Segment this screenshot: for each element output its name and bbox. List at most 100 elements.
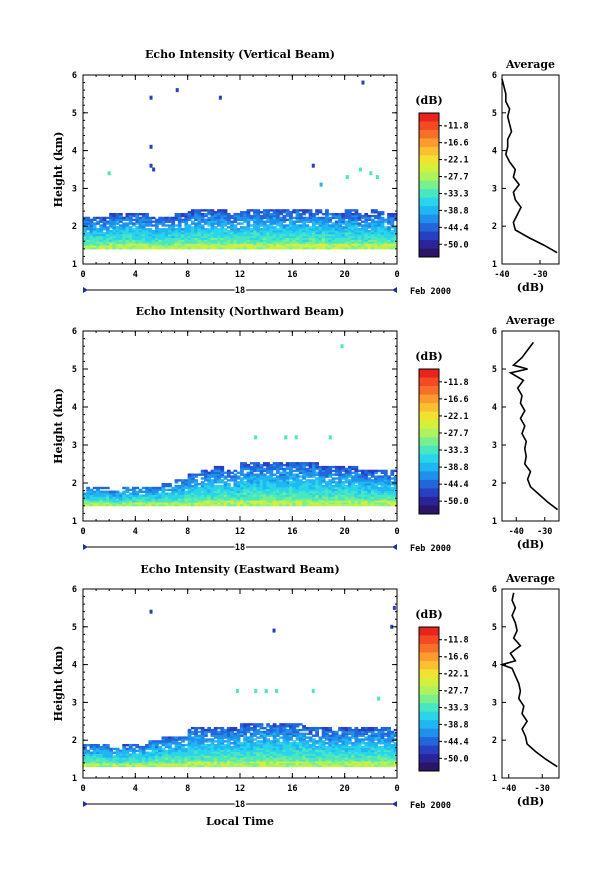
heatmap-cell	[351, 235, 355, 239]
heatmap-cell	[220, 743, 225, 747]
heatmap-cell	[269, 751, 274, 754]
heatmap-cell	[168, 483, 172, 486]
heatmap-cell	[161, 740, 166, 743]
heatmap-cell	[171, 747, 176, 751]
heatmap-cell	[204, 498, 208, 501]
heatmap-cell	[298, 492, 303, 495]
heatmap-cell	[233, 220, 238, 223]
heatmap-cell	[223, 492, 228, 495]
heatmap-cell	[377, 224, 382, 227]
heatmap-cell	[295, 764, 300, 768]
heatmap-cell	[240, 734, 244, 737]
heatmap-cell	[89, 757, 94, 760]
heatmap-cell	[200, 216, 205, 220]
average-y-tick-label: 2	[492, 479, 497, 489]
heatmap-cell	[347, 465, 352, 469]
heatmap-cell	[135, 235, 140, 239]
heatmap-cell	[197, 233, 202, 237]
heatmap-cell	[380, 222, 385, 225]
heatmap-cell	[370, 229, 375, 233]
heatmap-cell	[279, 462, 284, 465]
heatmap-cell	[233, 747, 238, 751]
heatmap-cell	[96, 745, 100, 749]
heatmap-cell	[223, 229, 228, 233]
colorbar-tick-label: -22.1	[443, 412, 469, 422]
heatmap-cell	[380, 500, 385, 503]
heatmap-cell	[168, 757, 172, 760]
heatmap-cell	[226, 738, 231, 741]
heatmap-cell	[194, 490, 198, 493]
heatmap-cell	[158, 764, 162, 768]
heatmap-cell	[292, 483, 297, 486]
heatmap-cell	[138, 241, 143, 244]
heatmap-cell	[138, 224, 143, 227]
heatmap-cell	[387, 496, 391, 499]
heatmap-cell	[321, 235, 326, 239]
heatmap-cell	[190, 743, 195, 747]
heatmap-cell	[292, 224, 297, 227]
heatmap-cell	[109, 762, 113, 766]
heatmap-cell	[145, 492, 149, 495]
heatmap-cell	[112, 216, 117, 220]
heatmap-cell	[204, 237, 208, 240]
heatmap-cell	[295, 209, 300, 212]
heatmap-cell	[351, 220, 355, 223]
heatmap-cell	[338, 245, 342, 248]
heatmap-cell	[194, 243, 198, 246]
heatmap-cell	[285, 246, 290, 250]
heatmap-cell	[220, 732, 225, 736]
heatmap-cell	[321, 222, 326, 225]
heatmap-cell	[311, 502, 316, 505]
heatmap-cell	[282, 760, 287, 764]
heatmap-cell	[135, 759, 140, 762]
heatmap-cell	[213, 492, 218, 495]
heatmap-cell	[226, 233, 231, 237]
heatmap-cell	[194, 231, 198, 235]
heatmap-cell	[272, 760, 277, 764]
heatmap-cell	[190, 229, 195, 233]
heatmap-cell	[118, 212, 123, 216]
heatmap-cell	[259, 467, 264, 471]
heatmap-cell	[302, 755, 306, 758]
heatmap-cell	[311, 760, 316, 764]
heatmap-cell	[125, 218, 130, 222]
heatmap-cell	[289, 224, 293, 227]
heatmap-cell	[321, 212, 326, 216]
heatmap-cell	[377, 216, 382, 220]
heatmap-cell	[154, 222, 159, 225]
y-tick-label: 4	[72, 147, 77, 157]
heatmap-cell	[184, 503, 189, 507]
heatmap-cell	[102, 498, 107, 501]
heatmap-cell	[122, 239, 127, 242]
heatmap-cell	[357, 502, 362, 505]
heatmap-cell	[210, 231, 215, 235]
heatmap-cell	[311, 243, 316, 246]
heatmap-cell	[174, 486, 179, 490]
heatmap-cell	[338, 490, 342, 493]
heatmap-cell	[249, 229, 254, 233]
heatmap-cell	[354, 226, 359, 229]
heatmap-cell	[370, 226, 375, 229]
heatmap-cell	[177, 490, 182, 493]
heatmap-cell	[125, 488, 130, 492]
heatmap-cell	[89, 241, 94, 244]
heatmap-cell	[311, 462, 316, 465]
heatmap-cell	[89, 753, 94, 756]
heatmap-cell	[249, 477, 254, 480]
heatmap-cell	[367, 224, 372, 227]
heatmap-cell	[289, 759, 293, 762]
heatmap-cell	[194, 239, 198, 242]
heatmap-cell	[112, 212, 117, 216]
heatmap-cell	[243, 503, 248, 507]
heatmap-cell	[374, 246, 378, 250]
heatmap-cell	[197, 237, 202, 240]
heatmap-cell	[223, 228, 228, 231]
heatmap-cell	[347, 229, 352, 233]
heatmap-cell	[240, 502, 244, 505]
heatmap-cell	[351, 224, 355, 227]
heatmap-cell	[249, 747, 254, 751]
heatmap-cell	[243, 757, 248, 760]
heatmap-cell	[102, 496, 107, 499]
heatmap-cell	[207, 243, 212, 246]
heatmap-cell	[285, 728, 290, 732]
